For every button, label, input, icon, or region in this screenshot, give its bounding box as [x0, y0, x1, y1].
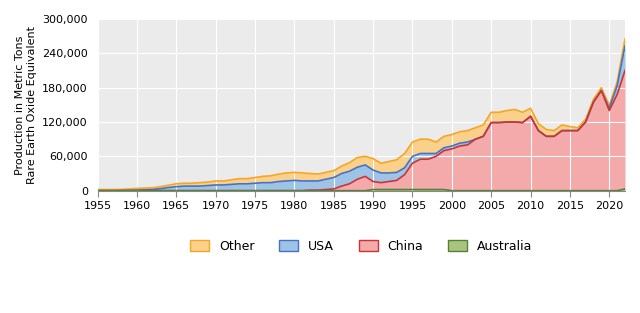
Y-axis label: Production in Metric Tons
Rare Earth Oxide Equivalent: Production in Metric Tons Rare Earth Oxi… — [15, 26, 36, 184]
Legend: Other, USA, China, Australia: Other, USA, China, Australia — [185, 235, 538, 258]
